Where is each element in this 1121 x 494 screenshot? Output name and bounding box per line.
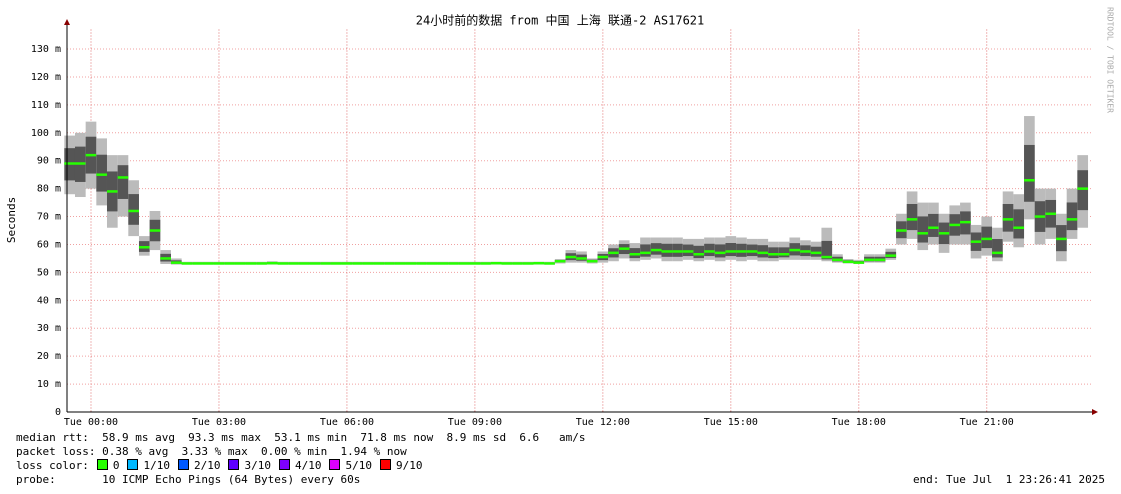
x-tick-label: Tue 12:00 — [576, 417, 630, 428]
legend-swatch — [379, 459, 391, 470]
y-tick-label: 30 m — [37, 323, 61, 334]
watermark: RRDTOOL / TOBI OETIKER — [1106, 7, 1115, 113]
smoke-core — [725, 243, 737, 257]
x-tick-label: Tue 09:00 — [448, 417, 502, 428]
legend-swatch — [127, 459, 139, 470]
legend-swatch — [228, 459, 240, 470]
legend-swatch — [96, 459, 108, 470]
y-tick-label: 0 — [55, 407, 61, 418]
x-tick-label: Tue 15:00 — [704, 417, 758, 428]
legend-text: 0 — [112, 459, 120, 472]
smoke-core — [1002, 203, 1014, 232]
y-tick-label: 130 m — [31, 44, 61, 55]
legend-swatch — [177, 459, 189, 470]
y-tick-label: 70 m — [37, 212, 61, 223]
smoke-core — [768, 247, 779, 259]
smoke-core — [640, 244, 651, 257]
smoke-core — [778, 247, 790, 258]
stats-loss: packet loss: 0.38 % avg 3.33 % max 0.00 … — [16, 445, 407, 458]
y-tick-label: 10 m — [37, 379, 61, 390]
smoke-core — [981, 226, 993, 249]
y-tick-label: 90 m — [37, 156, 61, 167]
smoke-core — [992, 239, 1003, 258]
x-arrow — [1092, 409, 1098, 415]
y-tick-label: 60 m — [37, 239, 61, 250]
smoke-core — [906, 203, 918, 231]
y-tick-label: 80 m — [37, 184, 61, 195]
y-tick-label: 20 m — [37, 351, 61, 362]
legend-text: 3/10 — [244, 459, 271, 472]
y-tick-label: 110 m — [31, 100, 61, 111]
smoke-core — [714, 244, 726, 258]
y-tick-label: 100 m — [31, 128, 61, 139]
x-tick-label: Tue 21:00 — [960, 417, 1014, 428]
legend-text: 5/10 — [345, 459, 372, 472]
smoke-core — [821, 240, 833, 260]
legend-swatch — [329, 459, 341, 470]
smoke-core — [928, 213, 939, 237]
y-tick-label: 50 m — [37, 267, 61, 278]
chart: 24小时前的数据 from 中国 上海 联通-2 AS17621 Seconds… — [5, 7, 1115, 428]
y-axis-label: Seconds — [5, 197, 18, 243]
smoke-core — [693, 245, 705, 259]
smoke-core — [1013, 209, 1025, 239]
smoke-core — [128, 194, 139, 225]
smoke-core — [1024, 144, 1035, 202]
smoke-core — [704, 243, 715, 257]
legend-text: 4/10 — [294, 459, 322, 472]
y-arrow — [64, 19, 70, 25]
y-tick-label: 120 m — [31, 72, 61, 83]
x-tick-label: Tue 03:00 — [192, 417, 246, 428]
legend-text: 1/10 — [143, 459, 170, 472]
smoke-core — [1066, 202, 1078, 231]
smoke-core — [1077, 170, 1089, 211]
smoke-core — [117, 165, 129, 199]
x-tick-label: Tue 00:00 — [64, 417, 118, 428]
loss-legend: loss color: 0 1/10 2/10 3/10 4/10 5/10 9/10 — [16, 459, 422, 473]
end-time: end: Tue Jul 1 23:26:41 2025 — [912, 473, 1105, 486]
smoke-core — [757, 245, 769, 258]
y-tick-label: 40 m — [37, 295, 61, 306]
legend-text: 9/10 — [395, 459, 423, 472]
legend-text: 2/10 — [193, 459, 221, 472]
x-tick-label: Tue 18:00 — [832, 417, 886, 428]
stats-rtt: median rtt: 58.9 ms avg 93.3 ms max 53.1… — [16, 431, 586, 444]
legend-swatch — [278, 459, 290, 470]
chart-title: 24小时前的数据 from 中国 上海 联通-2 AS17621 — [416, 13, 705, 28]
smoke-core — [917, 216, 929, 243]
smoke-core — [96, 154, 107, 192]
probe: probe: 10 ICMP Echo Pings (64 Bytes) eve… — [16, 473, 361, 486]
legend-label: loss color: — [16, 459, 89, 472]
x-tick-label: Tue 06:00 — [320, 417, 374, 428]
